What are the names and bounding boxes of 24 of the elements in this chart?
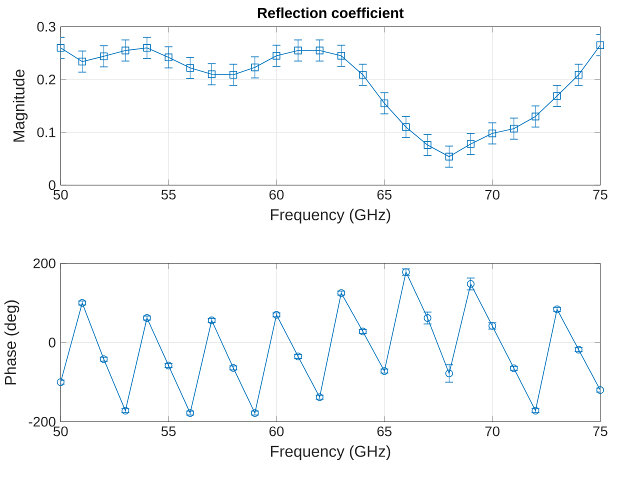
x-tick-label: 75 bbox=[593, 426, 608, 436]
y-axis-title: Magnitude bbox=[12, 70, 28, 142]
y-tick-label: 0 bbox=[48, 338, 56, 348]
x-tick-label: 65 bbox=[377, 426, 392, 436]
x-axis-title: Frequency (GHz) bbox=[271, 445, 390, 460]
chart-title: Reflection coefficient bbox=[258, 7, 404, 18]
x-tick-label: 50 bbox=[53, 426, 68, 436]
y-tick-label: 0.2 bbox=[37, 74, 56, 84]
x-axis-title: Frequency (GHz) bbox=[271, 208, 390, 224]
x-tick-label: 55 bbox=[161, 426, 176, 436]
x-tick-label: 65 bbox=[377, 190, 392, 200]
x-tick-label: 75 bbox=[593, 190, 608, 200]
x-tick-label: 55 bbox=[161, 190, 176, 200]
y-tick-label: 0.3 bbox=[37, 22, 56, 32]
x-tick-label: 50 bbox=[53, 190, 68, 200]
x-tick-label: 60 bbox=[269, 426, 284, 436]
x-tick-label: 60 bbox=[269, 190, 284, 200]
x-tick-label: 70 bbox=[485, 426, 500, 436]
y-tick-label: -200 bbox=[28, 416, 56, 427]
y-tick-label: 200 bbox=[34, 258, 56, 268]
y-tick-label: 0.1 bbox=[37, 127, 56, 138]
y-axis-title: Phase (deg) bbox=[4, 300, 20, 384]
x-tick-label: 70 bbox=[485, 190, 500, 200]
y-tick-label: 0 bbox=[48, 180, 56, 190]
